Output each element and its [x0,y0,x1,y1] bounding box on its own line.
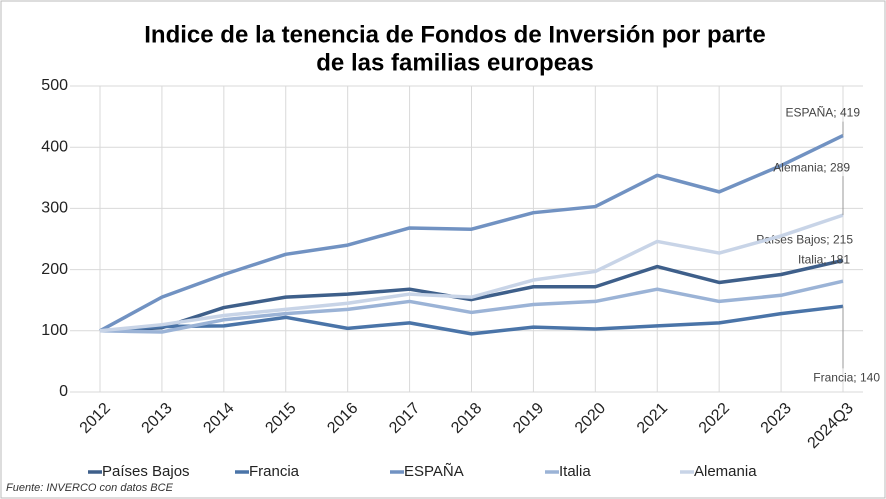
y-tick-label: 300 [41,200,68,217]
series-line [99,279,844,334]
y-tick-label: 100 [41,322,68,339]
source-note: Fuente: INVERCO con datos BCE [6,482,174,494]
legend-label: Italia [559,463,591,480]
series-line [99,133,844,333]
legend-label: ESPAÑA [404,463,464,480]
legend-label: Alemania [694,463,757,480]
y-tick-label: 500 [41,77,68,94]
data-label: Francia; 140 [813,370,880,384]
chart-title: de las familias europeas [316,49,593,76]
chart-title: Indice de la tenencia de Fondos de Inver… [144,21,765,48]
legend-label: Francia [249,463,300,480]
legend-label: Países Bajos [102,463,190,480]
y-tick-label: 200 [41,261,68,278]
series-line [99,304,844,336]
data-label: Alemania; 289 [773,160,850,174]
y-tick-label: 400 [41,138,68,155]
data-label: Italia; 181 [798,252,850,266]
series-line [99,258,844,333]
data-label: ESPAÑA; 419 [786,106,861,120]
y-tick-label: 0 [59,383,68,400]
series-line [99,213,844,333]
